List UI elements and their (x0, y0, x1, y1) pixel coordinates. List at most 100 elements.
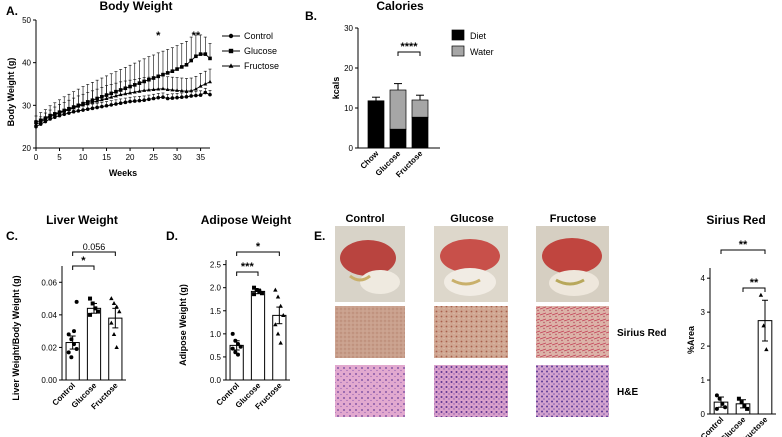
data-point-control (53, 115, 57, 120)
data-point-control (132, 99, 137, 103)
x-tick-label: 25 (149, 153, 158, 162)
data-point-control (85, 107, 90, 111)
x-tick-label: 15 (102, 153, 111, 162)
column-label-control: Control (345, 213, 384, 225)
y-tick-label: 0.04 (41, 311, 57, 320)
data-point-control (203, 90, 208, 95)
panel-letter-e: E. (314, 229, 325, 243)
data-point-fructose (81, 102, 86, 107)
data-point-fructose (71, 105, 76, 110)
data-point (66, 350, 71, 355)
y-axis-label: Liver Weight/Body Weight (g) (11, 275, 21, 400)
data-point-fructose (170, 87, 175, 92)
data-point-fructose (146, 87, 151, 92)
legend-marker (228, 48, 234, 54)
significance-bracket (397, 51, 421, 56)
data-point-fructose (109, 95, 114, 99)
data-point (114, 345, 119, 350)
legend-label: Fructose (244, 61, 279, 71)
legend-marker (228, 33, 234, 39)
panel-letter-b: B. (305, 9, 317, 23)
panel-letter-a: A. (6, 4, 18, 18)
x-tick-label: 10 (79, 153, 88, 162)
y-axis-label: kcals (331, 77, 341, 100)
data-point-control (156, 95, 161, 100)
legend-label: Control (244, 31, 273, 41)
data-point-fructose (90, 100, 95, 104)
data-point-control (128, 99, 132, 104)
data-point-fructose (137, 89, 142, 93)
y-tick-label: 4 (701, 274, 706, 283)
bar (250, 290, 266, 381)
data-point (281, 312, 286, 317)
y-axis-label: Body Weight (g) (6, 58, 16, 127)
chart-title: Liver Weight (46, 213, 118, 227)
data-point-control (76, 109, 81, 113)
x-axis-label: Weeks (109, 168, 137, 178)
y-tick-label: 0.06 (41, 278, 57, 287)
data-point (745, 406, 750, 411)
data-point-fructose (95, 98, 100, 103)
data-point (88, 312, 93, 317)
panel-letter-c: C. (6, 229, 18, 243)
data-point (758, 292, 764, 297)
data-point (66, 332, 71, 337)
data-point-control (189, 94, 193, 98)
data-point-fructose (128, 90, 133, 95)
data-point (230, 331, 235, 336)
data-point (71, 329, 76, 334)
data-point-glucose (203, 52, 208, 56)
data-point (69, 337, 74, 342)
adipose-weight-chart: Adipose Weight Adipose Weight (g) 0.0 0.5… (178, 213, 291, 411)
chart-title: Sirius Red (706, 213, 765, 227)
data-point (235, 352, 240, 357)
y-tick-label: 20 (22, 144, 31, 153)
y-tick-label: 0.02 (41, 343, 57, 352)
data-point (714, 393, 719, 398)
significance-label: **** (400, 41, 418, 53)
data-point (95, 309, 100, 314)
significance-label: *** (241, 261, 255, 273)
data-point-control (109, 103, 114, 107)
data-point (88, 296, 93, 301)
x-tick-label: 30 (173, 153, 182, 162)
chart-title: Body Weight (99, 0, 172, 13)
data-point-fructose (57, 110, 62, 115)
y-tick-label: 0.5 (210, 353, 222, 362)
bar-water (389, 89, 407, 130)
data-point-control (71, 109, 76, 114)
data-point (117, 309, 122, 314)
data-point (259, 291, 264, 296)
significance-label: ** (192, 30, 201, 42)
data-point-control (175, 95, 179, 100)
significance-label: ** (750, 277, 759, 289)
data-point-fructose (76, 104, 81, 108)
legend-swatch (451, 29, 465, 41)
data-point (254, 288, 259, 292)
data-point-control (151, 96, 156, 101)
data-point (69, 355, 74, 360)
data-point (109, 320, 114, 325)
panel-letter-d: D. (166, 229, 178, 243)
sirius-image-fructose (536, 306, 609, 358)
data-point (109, 296, 114, 301)
significance-bracket (742, 287, 766, 292)
y-tick-label: 2.5 (210, 261, 222, 270)
y-tick-label: 0 (701, 410, 706, 419)
x-tick-label: 0 (34, 153, 39, 162)
bar (86, 307, 102, 381)
data-point-control (118, 101, 123, 105)
data-point-fructose (38, 119, 43, 124)
significance-label: ** (739, 239, 748, 251)
significance-label: 0.056 (83, 242, 106, 252)
data-point-fructose (189, 88, 194, 93)
data-point-fructose (203, 81, 208, 86)
data-point (233, 350, 238, 355)
data-point (90, 301, 95, 306)
data-point-fructose (193, 86, 198, 91)
y-tick-label: 1 (701, 376, 706, 385)
data-point-control (147, 97, 151, 102)
column-label-fructose: Fructose (550, 213, 596, 225)
data-point-fructose (62, 109, 67, 113)
significance-bracket (72, 251, 116, 256)
